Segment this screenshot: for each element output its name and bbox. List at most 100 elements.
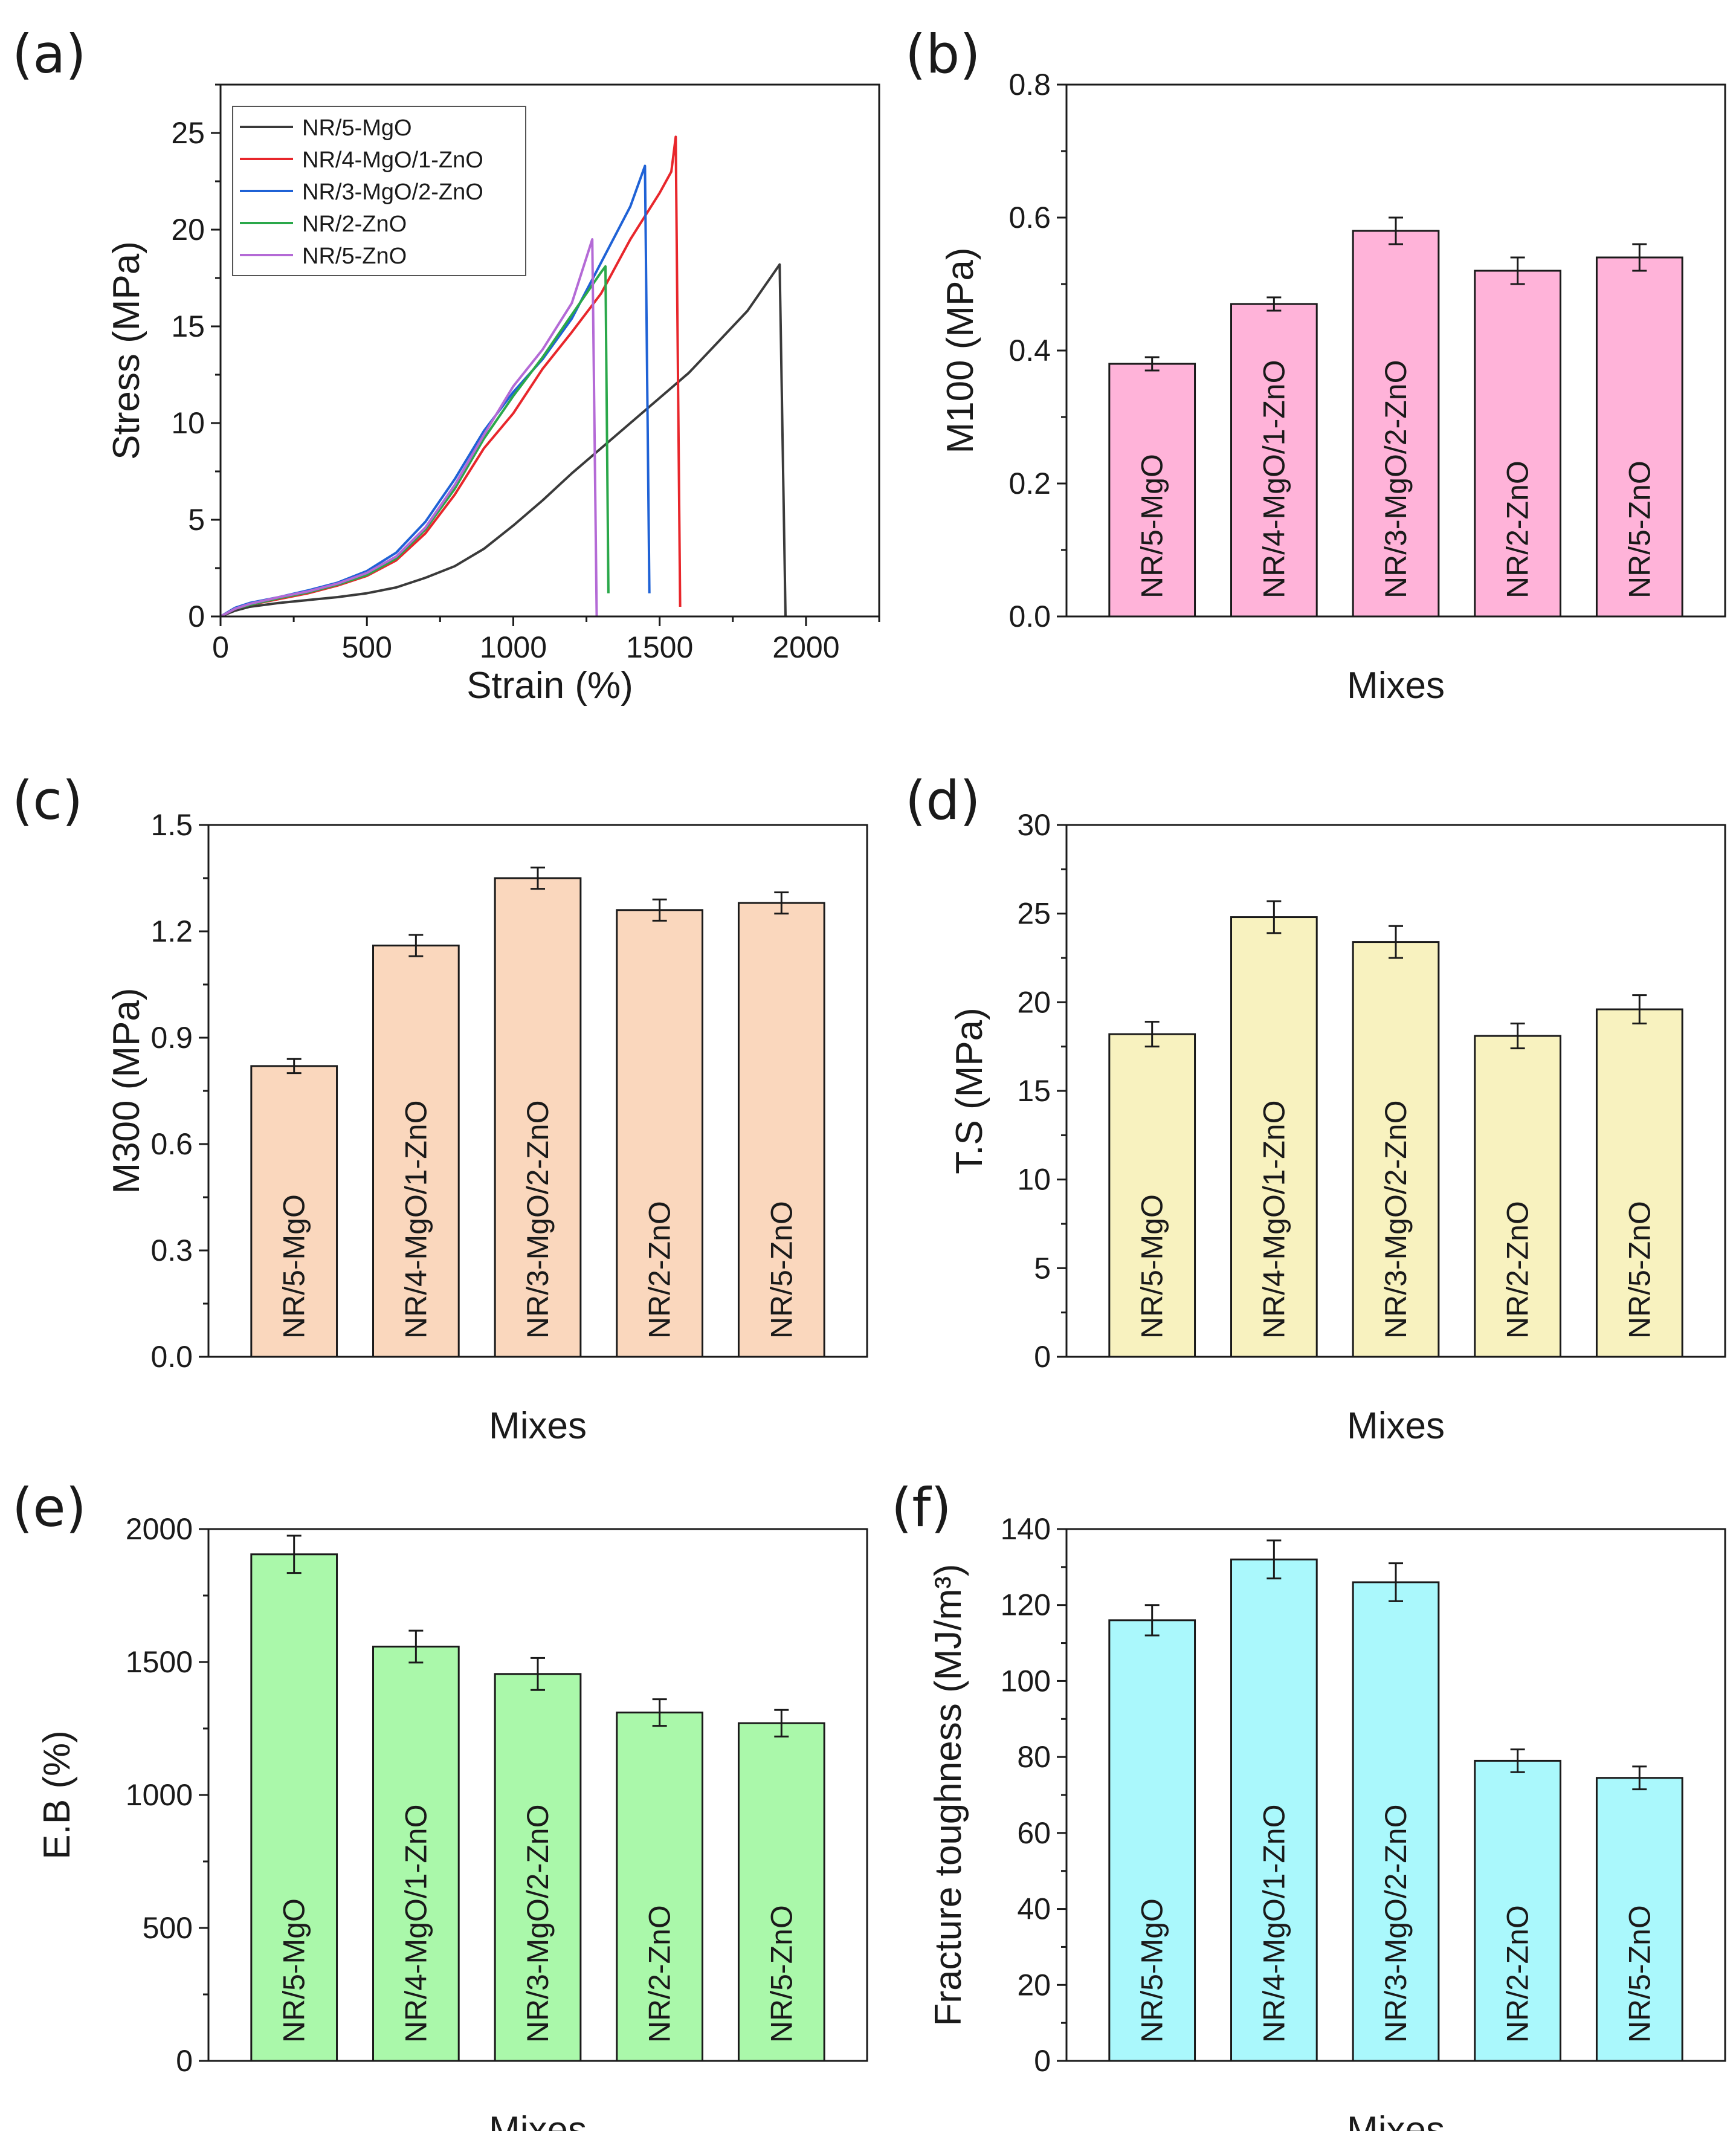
- bar: [1352, 230, 1440, 618]
- x-tick-label: 500: [342, 630, 392, 664]
- y-tick-label: 0: [188, 600, 205, 633]
- bar: [616, 1712, 703, 2062]
- y-tick-label: 0.2: [1008, 467, 1051, 500]
- x-axis-title: Mixes: [1347, 1405, 1445, 1447]
- y-tick-label: 0.0: [1008, 600, 1051, 633]
- bar-category-label: NR/3-MgO/2-ZnO: [521, 1804, 555, 2043]
- y-tick-label: 15: [171, 309, 205, 343]
- bar-category-label: NR/4-MgO/1-ZnO: [399, 1100, 433, 1339]
- legend-label: NR/3-MgO/2-ZnO: [302, 179, 483, 205]
- bar-category-label: NR/2-ZnO: [1501, 1201, 1535, 1339]
- y-tick-label: 1.2: [150, 914, 193, 948]
- y-tick-label: 1.5: [150, 808, 193, 842]
- y-tick-label: 40: [1017, 1892, 1051, 1926]
- y-tick-label: 0.0: [150, 1340, 193, 1374]
- x-axis-title: Strain (%): [466, 665, 633, 707]
- y-tick-label: 2000: [126, 1512, 193, 1546]
- y-tick-label: 30: [1017, 808, 1051, 842]
- bar-category-label: NR/4-MgO/1-ZnO: [1257, 360, 1291, 598]
- bar: [1595, 1008, 1683, 1358]
- y-axis-title: Fracture toughness (MJ/m³): [928, 1564, 969, 2026]
- y-tick-label: 10: [1017, 1163, 1051, 1197]
- x-tick-label: 0: [212, 630, 229, 664]
- y-tick-label: 15: [1017, 1074, 1051, 1108]
- bar: [1595, 1777, 1683, 2062]
- panel-e-bar-chart: (e) E.B (%) Mixes NR/5-MgO NR/4-MgO/1-ZnO NR/…: [12, 1476, 868, 2131]
- bar: [1474, 1759, 1562, 2062]
- panel-label: (a): [12, 23, 86, 85]
- y-tick-label: 140: [1001, 1512, 1051, 1546]
- bar-category-label: NR/5-ZnO: [1622, 1201, 1656, 1339]
- y-axis-title: M100 (MPa): [940, 247, 981, 453]
- series-line: [220, 265, 610, 618]
- bar-category-label: NR/5-MgO: [1135, 454, 1169, 598]
- panel-a-line-chart: (a) Stress (MPa) Strain (%) 0 500 1000 1500 20 0…: [12, 23, 880, 707]
- y-axis-title: M300 (MPa): [106, 988, 147, 1194]
- y-tick-label: 20: [171, 213, 205, 247]
- legend: NR/5-MgO NR/4-MgO/1-ZnO NR/3-MgO/2-ZnO NR/2…: [232, 106, 526, 276]
- x-axis-title: Mixes: [489, 2109, 587, 2131]
- bar-category-label: NR/2-ZnO: [1501, 1905, 1535, 2043]
- bar-category-label: NR/4-MgO/1-ZnO: [1257, 1804, 1291, 2043]
- y-tick-label: 10: [171, 406, 205, 440]
- bar-category-label: NR/5-ZnO: [1622, 461, 1656, 598]
- bar: [372, 944, 460, 1358]
- bar-category-label: NR/5-MgO: [277, 1898, 311, 2043]
- panel-b-bar-chart: (b) M100 (MPa) Mixes NR/5-MgO NR/4-MgO/1-ZnO…: [905, 23, 1726, 707]
- x-tick-label: 1500: [626, 630, 693, 664]
- y-tick-label: 0.9: [150, 1021, 193, 1055]
- x-axis-title: Mixes: [1347, 2109, 1445, 2131]
- panel-c-bar-chart: (c) M300 (MPa) Mixes NR/5-MgO NR/4-MgO/1-ZnO…: [12, 769, 868, 1447]
- x-tick-label: 1000: [480, 630, 547, 664]
- legend-label: NR/5-ZnO: [302, 244, 407, 269]
- bar: [1352, 941, 1440, 1358]
- y-axis-title: Stress (MPa): [106, 241, 147, 460]
- y-tick-label: 20: [1017, 1968, 1051, 2002]
- bar-category-label: NR/4-MgO/1-ZnO: [399, 1804, 433, 2043]
- series-line: [220, 263, 787, 618]
- bar: [616, 909, 703, 1358]
- y-tick-label: 0.4: [1008, 334, 1051, 367]
- bar: [1108, 1033, 1196, 1358]
- y-tick-label: 0.6: [150, 1127, 193, 1161]
- x-axis-title: Mixes: [489, 1405, 587, 1447]
- bar-category-label: NR/5-ZnO: [764, 1905, 798, 2043]
- plot-frame: [219, 83, 880, 618]
- bar-category-label: NR/5-ZnO: [1622, 1905, 1656, 2043]
- panel-label: (d): [905, 769, 981, 832]
- y-tick-label: 500: [143, 1911, 193, 1945]
- y-tick-label: 0: [1034, 1340, 1051, 1374]
- y-tick-label: 1000: [126, 1778, 193, 1812]
- y-tick-label: 0: [176, 2044, 193, 2078]
- bar-category-label: NR/3-MgO/2-ZnO: [1379, 1804, 1413, 2043]
- legend-label: NR/5-MgO: [302, 115, 412, 141]
- bar-category-label: NR/2-ZnO: [1501, 461, 1535, 598]
- bar-category-label: NR/3-MgO/2-ZnO: [1379, 360, 1413, 598]
- y-tick-label: 0.3: [150, 1234, 193, 1267]
- bar-category-label: NR/5-MgO: [1135, 1898, 1169, 2043]
- bar-category-label: NR/5-MgO: [277, 1194, 311, 1339]
- bar-category-label: NR/5-ZnO: [764, 1201, 798, 1339]
- bar-category-label: NR/2-ZnO: [643, 1905, 677, 2043]
- y-axis-title: E.B (%): [36, 1730, 78, 1860]
- y-tick-label: 100: [1001, 1664, 1051, 1698]
- bar: [494, 877, 582, 1358]
- y-tick-label: 0: [1034, 2044, 1051, 2078]
- bar-category-label: NR/4-MgO/1-ZnO: [1257, 1100, 1291, 1339]
- y-tick-label: 5: [1034, 1251, 1051, 1285]
- y-tick-label: 5: [188, 503, 205, 537]
- bar: [1352, 1581, 1440, 2062]
- bar: [372, 1645, 460, 2062]
- bar: [1474, 270, 1562, 618]
- legend-label: NR/2-ZnO: [302, 212, 407, 237]
- panel-label: (c): [12, 769, 83, 832]
- y-tick-label: 0.8: [1008, 68, 1051, 102]
- bar: [250, 1065, 338, 1358]
- panel-d-bar-chart: (d) T.S (MPa) Mixes NR/5-MgO NR/4-MgO/1-ZnO N…: [905, 769, 1726, 1447]
- y-tick-label: 0.6: [1008, 201, 1051, 234]
- y-tick-label: 20: [1017, 985, 1051, 1019]
- bar-category-label: NR/2-ZnO: [643, 1201, 677, 1339]
- x-axis-title: Mixes: [1347, 665, 1445, 707]
- y-axis-title: T.S (MPa): [949, 1007, 990, 1174]
- bar-category-label: NR/3-MgO/2-ZnO: [1379, 1100, 1413, 1339]
